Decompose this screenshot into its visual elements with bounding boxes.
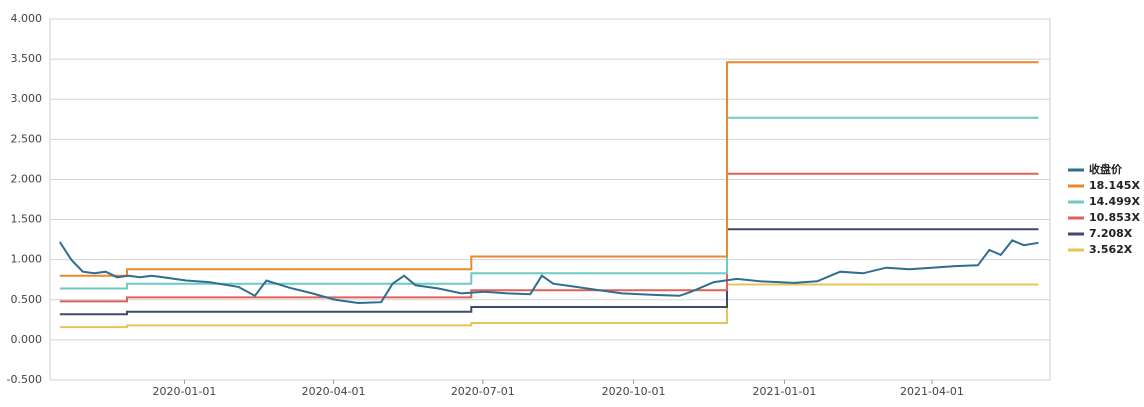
legend: 收盘价 18.145X 14.499X 10.853X 7.208X 3.562X bbox=[1068, 162, 1140, 256]
plot-area bbox=[49, 18, 1051, 381]
x-tick-label: 2021-01-01 bbox=[752, 385, 816, 398]
legend-label: 10.853X bbox=[1089, 211, 1140, 224]
legend-label: 收盘价 bbox=[1089, 162, 1123, 176]
y-tick-label: 1.500 bbox=[11, 213, 43, 226]
y-tick-label: 0.500 bbox=[11, 293, 43, 306]
series-line bbox=[58, 239, 1039, 305]
series-line bbox=[59, 61, 1039, 277]
y-tick-label: -0.500 bbox=[7, 373, 42, 386]
y-tick-label: 3.000 bbox=[11, 92, 43, 105]
x-tick-label: 2020-01-01 bbox=[152, 385, 216, 398]
y-tick-label: 2.000 bbox=[11, 172, 43, 185]
x-tick-label: 2020-10-01 bbox=[602, 385, 666, 398]
y-tick-label: 1.000 bbox=[11, 253, 43, 266]
x-tick-label: 2020-07-01 bbox=[451, 385, 515, 398]
x-tick-label: 2020-04-01 bbox=[302, 385, 366, 398]
y-tick-label: 2.500 bbox=[11, 132, 43, 145]
legend-label: 3.562X bbox=[1089, 243, 1133, 256]
y-tick-label: 3.500 bbox=[11, 52, 43, 65]
legend-label: 7.208X bbox=[1089, 227, 1133, 240]
x-tick-label: 2021-04-01 bbox=[900, 385, 964, 398]
legend-label: 18.145X bbox=[1089, 179, 1140, 192]
y-tick-label: 0.000 bbox=[11, 333, 43, 346]
y-tick-label: 4.000 bbox=[11, 12, 43, 25]
legend-label: 14.499X bbox=[1089, 195, 1140, 208]
